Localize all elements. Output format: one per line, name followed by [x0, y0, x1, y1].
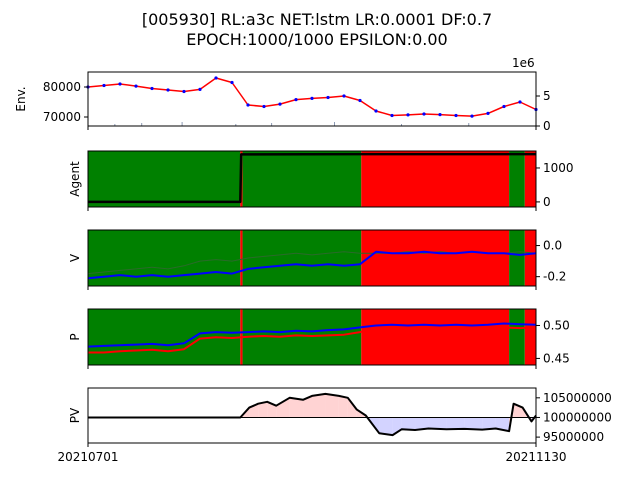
env-price-point [118, 82, 122, 86]
pv-fill-segment [379, 417, 393, 436]
env-price-point [390, 113, 394, 118]
pv-frame [87, 387, 537, 444]
env-price-point [262, 104, 266, 109]
pv-fill-segment [325, 393, 339, 418]
env-price-point [166, 88, 170, 92]
env-price-point [470, 114, 474, 118]
pv-fill-segment [312, 393, 326, 418]
policy-ylabel: P [68, 333, 82, 340]
pv-fill-segment [276, 397, 290, 418]
value-ytick-label-1: 0.0 [543, 239, 562, 253]
env-price-point [358, 98, 362, 103]
pv-fill-segment [495, 417, 510, 432]
env-price-point [454, 113, 458, 118]
agent-frame [87, 150, 537, 208]
pv-ytick-label-2: 105000000 [543, 391, 612, 405]
agent-action-segment-2 [242, 151, 362, 207]
chart-title-line2: EPOCH:1000/1000 EPSILON:0.00 [186, 30, 447, 49]
value-action-segment-0 [88, 230, 241, 286]
pv-fill-segment [446, 417, 465, 430]
env-price-point [294, 98, 298, 102]
env-price-point [486, 111, 490, 115]
value-ytick-label-0: -0.2 [543, 270, 566, 284]
env-price-point [198, 87, 202, 91]
env-price-point [230, 80, 234, 85]
pv-fill-segment [401, 417, 416, 431]
pv-fill-segment [464, 417, 483, 430]
agent-ytick-label-1: 1000 [543, 161, 574, 175]
env-price-point [246, 103, 250, 107]
pv-ytick-label-0: 95000000 [543, 430, 604, 444]
agent-action-segment-3 [361, 151, 510, 207]
value-ylabel: V [68, 253, 82, 262]
pv-fill-segment [482, 417, 496, 430]
env-frame [87, 71, 537, 127]
env-price-point [406, 113, 410, 117]
value-action-segment-1 [240, 230, 243, 286]
value-series-sell [87, 250, 537, 280]
env-right-offset-text: 1e6 [512, 56, 535, 70]
pv-fill-segment [289, 397, 304, 418]
env-price-point [342, 94, 346, 98]
value-frame [87, 229, 537, 287]
pv-fill-segment [428, 417, 447, 430]
chart-title-line1: [005930] RL:a3c NET:lstm LR:0.0001 DF:0.… [142, 10, 492, 29]
policy-action-segment-3 [361, 309, 510, 365]
env-price-point [422, 112, 426, 116]
policy-action-segment-4 [509, 309, 525, 365]
pv-ylabel: PV [68, 407, 82, 423]
pv-xtick-label-1: 20211130 [505, 450, 566, 464]
env-price-point [214, 76, 218, 80]
env-price-point [182, 89, 186, 94]
value-action-segment-4 [509, 230, 525, 286]
agent-ytick-label-0: 0 [543, 195, 551, 209]
value-action-segment-5 [524, 230, 536, 286]
policy-action-segment-5 [524, 309, 536, 365]
env-price-point [102, 83, 106, 88]
env-price-point [134, 84, 138, 88]
pv-fill-segment [415, 417, 429, 431]
env-ylabel: Env. [14, 86, 28, 111]
agent-ylabel: Agent [68, 161, 82, 197]
agent-shares-line [88, 152, 536, 204]
env-ytick-label-0: 70000 [43, 110, 81, 124]
pv-fill-segment [347, 397, 357, 418]
value-action-segment-3 [361, 230, 510, 286]
env-ytick-label-1: 80000 [43, 80, 81, 94]
pv-xtick-label-0: 20210701 [57, 450, 118, 464]
env-price-point [374, 109, 378, 113]
env-right-ytick-label-1: 5 [543, 89, 551, 103]
pv-fill-segment [258, 401, 268, 418]
policy-series-sell [87, 322, 537, 348]
policy-frame [87, 308, 537, 366]
env-price-point [150, 86, 154, 91]
agent-action-segment-5 [524, 151, 536, 207]
policy-ytick-label-1: 0.50 [543, 318, 570, 332]
policy-ytick-label-0: 0.45 [543, 351, 570, 365]
env-price-point [518, 100, 522, 104]
agent-action-segment-0 [88, 151, 241, 207]
pv-line [88, 392, 537, 437]
pv-fill-segment [338, 395, 348, 418]
env-price-point [326, 95, 330, 100]
policy-series-buy [88, 326, 537, 354]
pv-ytick-label-1: 100000000 [543, 410, 612, 424]
env-price-point [310, 96, 314, 100]
env-right-ytick-label-0: 0 [543, 119, 551, 133]
value-action-segment-2 [242, 230, 362, 286]
env-price-point [502, 104, 506, 109]
env-price-point [438, 113, 442, 117]
env-price-point [278, 102, 282, 106]
agent-action-segment-4 [509, 151, 525, 207]
pv-fill-segment [303, 395, 312, 418]
